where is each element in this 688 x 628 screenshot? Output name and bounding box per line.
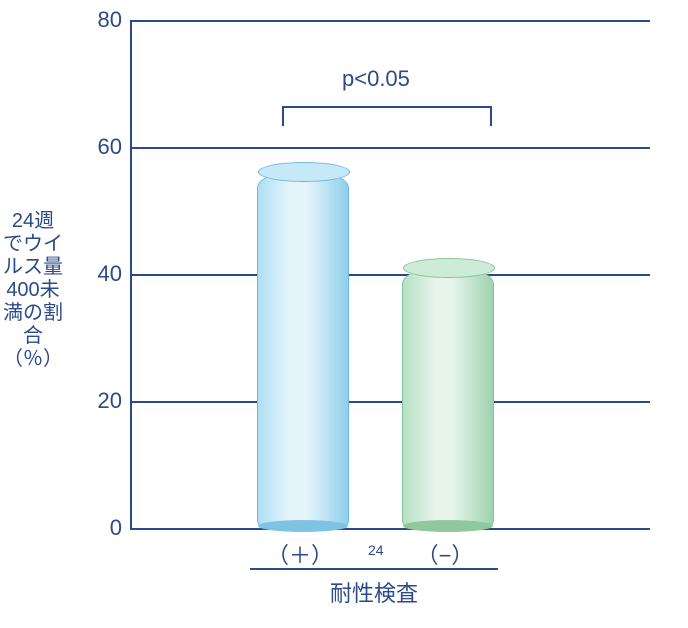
bar-top-ellipse	[258, 162, 350, 182]
p-value-label: p<0.05	[342, 66, 410, 92]
x-group-note: 24	[368, 542, 384, 558]
x-group-underline	[250, 568, 498, 570]
y-tick-label: 40	[82, 261, 122, 287]
bar-chart: 24週でウイルス量400未満の割合（％） 020406080 p<0.05 （＋…	[0, 0, 688, 628]
y-axis-title-text: 24週でウイルス量400未満の割合（％）	[3, 210, 63, 371]
gridline	[132, 20, 650, 22]
gridline	[132, 274, 650, 276]
y-tick-label: 60	[82, 134, 122, 160]
y-tick-label: 20	[82, 388, 122, 414]
y-tick-label: 80	[82, 7, 122, 33]
plot-area: 020406080 p<0.05	[130, 20, 650, 530]
x-category-1: （−）	[400, 538, 490, 570]
x-group-label: 耐性検査	[250, 576, 498, 608]
bar-1	[402, 266, 494, 528]
y-tick-label: 0	[82, 515, 122, 541]
gridline	[132, 147, 650, 149]
x-category-0: （＋）	[255, 538, 345, 570]
bar-0	[257, 170, 349, 528]
bar-bottom-ellipse	[258, 520, 348, 532]
gridline	[132, 401, 650, 403]
bar-top-ellipse	[403, 258, 495, 278]
bar-bottom-ellipse	[403, 520, 493, 532]
y-axis-title: 24週でウイルス量400未満の割合（％）	[20, 80, 46, 500]
pval-bracket	[282, 106, 492, 108]
